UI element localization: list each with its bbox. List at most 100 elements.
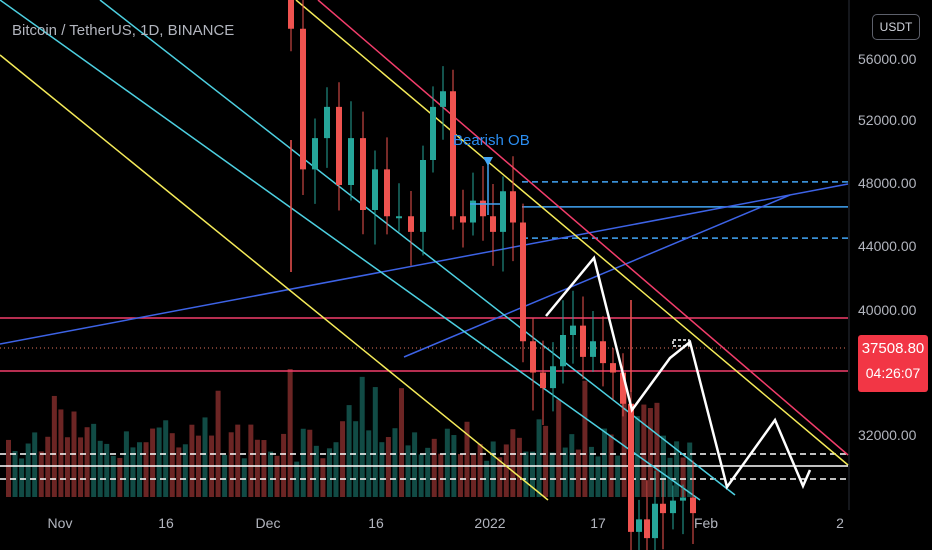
volume-bar bbox=[38, 451, 44, 497]
volume-bar bbox=[484, 460, 490, 497]
volume-bar bbox=[680, 457, 686, 497]
volume-bar bbox=[431, 438, 437, 497]
volume-bar bbox=[588, 446, 594, 497]
volume-bar bbox=[176, 447, 182, 497]
candle bbox=[636, 519, 642, 532]
candle bbox=[450, 91, 456, 217]
volume-bar bbox=[235, 424, 241, 497]
candle bbox=[396, 216, 402, 219]
channel-line bbox=[0, 54, 549, 501]
volume-bar bbox=[182, 444, 188, 497]
volume-bar bbox=[654, 402, 660, 497]
volume-bar bbox=[25, 443, 31, 497]
x-axis-label: Dec bbox=[255, 515, 281, 531]
volume-bar bbox=[64, 437, 70, 497]
candle bbox=[440, 91, 446, 107]
candle bbox=[530, 341, 536, 373]
y-axis-label: 56000.00 bbox=[858, 51, 917, 67]
candle bbox=[644, 519, 650, 539]
volume-bar bbox=[438, 453, 444, 497]
volume-bar bbox=[12, 451, 18, 497]
x-axis-label: Nov bbox=[47, 515, 73, 531]
x-axis-label: 2 bbox=[836, 515, 844, 531]
volume-bar bbox=[130, 447, 136, 497]
candle bbox=[312, 138, 318, 170]
projection-box bbox=[672, 339, 690, 347]
volume-bar bbox=[444, 428, 450, 497]
trend-line bbox=[0, 183, 849, 345]
volume-bar bbox=[575, 449, 581, 497]
current-price: 37508.80 bbox=[861, 340, 925, 357]
candle bbox=[570, 325, 576, 335]
x-axis-label: 16 bbox=[158, 515, 174, 531]
volume-bar bbox=[366, 430, 372, 497]
candle bbox=[470, 200, 476, 223]
candle bbox=[660, 503, 666, 514]
y-axis-label: 48000.00 bbox=[858, 175, 917, 191]
volume-bar bbox=[530, 451, 535, 497]
volume-bar bbox=[674, 441, 680, 497]
candle bbox=[348, 138, 354, 185]
volume-bar bbox=[156, 427, 162, 497]
volume-bar bbox=[490, 441, 496, 497]
volume-bar bbox=[222, 455, 228, 497]
volume-bar bbox=[516, 437, 522, 497]
volume-bar bbox=[274, 455, 280, 497]
volume-bar bbox=[169, 433, 175, 497]
candle bbox=[480, 200, 486, 217]
y-axis-label: 40000.00 bbox=[858, 302, 917, 318]
volume-bar bbox=[667, 457, 673, 497]
volume-bar bbox=[241, 458, 247, 497]
volume-bar bbox=[418, 454, 424, 497]
chart-title: Bitcoin / TetherUS, 1D, BINANCE bbox=[12, 22, 235, 39]
volume-bar bbox=[268, 451, 273, 497]
candle bbox=[490, 216, 496, 232]
candle bbox=[336, 106, 342, 185]
volume-bar bbox=[202, 417, 208, 497]
volume-bar bbox=[307, 429, 313, 497]
volume-bar bbox=[647, 408, 653, 497]
volume-bar bbox=[143, 442, 149, 497]
candle bbox=[324, 106, 330, 139]
volume-bar bbox=[503, 444, 509, 497]
volume-bar bbox=[510, 429, 516, 497]
candle bbox=[288, 0, 294, 29]
candle bbox=[540, 372, 546, 389]
volume-bar bbox=[333, 442, 339, 497]
volume-bar bbox=[19, 458, 25, 497]
x-axis-label: 16 bbox=[368, 515, 384, 531]
x-axis-label: Feb bbox=[693, 515, 719, 531]
volume-bar bbox=[477, 443, 483, 497]
volume-bar bbox=[543, 425, 549, 497]
volume-bar bbox=[615, 455, 621, 497]
channel-line bbox=[295, 0, 849, 466]
volume-bar bbox=[287, 369, 293, 497]
volume-bar bbox=[320, 458, 326, 497]
volume-bar bbox=[215, 390, 221, 497]
currency-button[interactable]: USDT bbox=[872, 14, 920, 40]
volume-bar bbox=[405, 445, 411, 497]
volume-bar bbox=[78, 437, 84, 497]
x-axis-label: 2022 bbox=[474, 515, 506, 531]
volume-bar bbox=[536, 419, 542, 497]
candle bbox=[520, 222, 526, 342]
candle bbox=[460, 216, 466, 223]
volume-bar bbox=[425, 447, 431, 497]
volume-bar bbox=[621, 385, 627, 497]
candle bbox=[690, 497, 696, 514]
volume-bar bbox=[300, 428, 306, 497]
candle bbox=[590, 341, 596, 357]
volume-bar bbox=[412, 432, 418, 497]
candle bbox=[620, 372, 626, 404]
volume-bar bbox=[254, 439, 260, 497]
volume-bar bbox=[359, 376, 365, 497]
volume-bar bbox=[163, 420, 169, 497]
volume-bar bbox=[523, 451, 529, 497]
volume-bar bbox=[687, 442, 693, 497]
volume-bar bbox=[313, 445, 319, 497]
channel-line bbox=[0, 0, 701, 501]
candle bbox=[580, 325, 586, 357]
volume-bar bbox=[58, 409, 64, 497]
current-price-label[interactable]: 37508.80 04:26:07 bbox=[858, 335, 928, 392]
